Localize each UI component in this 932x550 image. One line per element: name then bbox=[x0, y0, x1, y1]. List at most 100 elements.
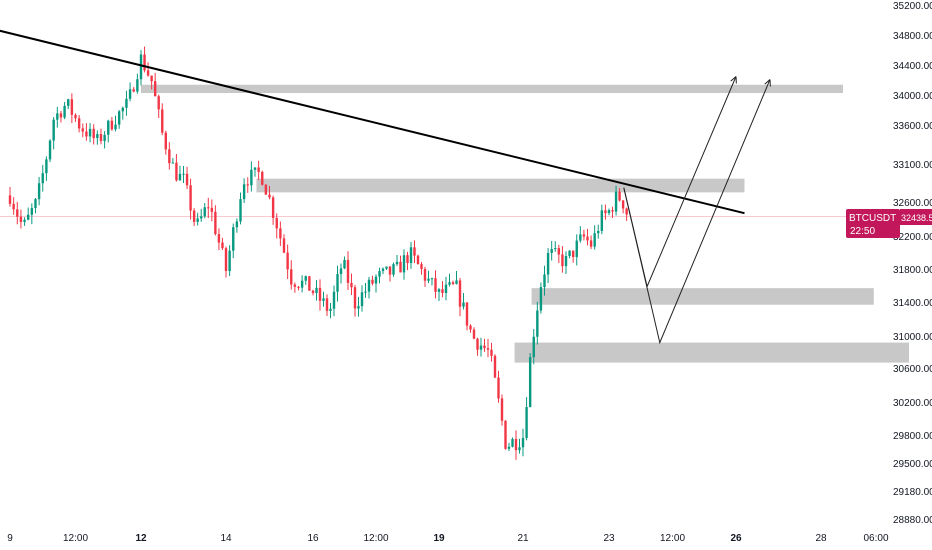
candle-body bbox=[561, 254, 564, 267]
last-price-badge: BTCUSDT 22:50 bbox=[846, 209, 900, 238]
candle-body bbox=[48, 140, 52, 160]
price-tick-label: 35200.00 bbox=[893, 1, 932, 12]
price-tick-label: 29500.00 bbox=[893, 459, 932, 470]
candle-body bbox=[178, 173, 182, 181]
candle-body bbox=[357, 306, 360, 309]
candle-body bbox=[497, 377, 500, 399]
candle-body bbox=[275, 217, 278, 229]
candle-body bbox=[392, 264, 395, 275]
time-tick-label: 06:00 bbox=[863, 533, 888, 544]
candle-body bbox=[582, 234, 586, 237]
candle-body bbox=[395, 261, 399, 265]
candle-body bbox=[161, 109, 164, 133]
candle-body bbox=[110, 120, 114, 130]
candle-body bbox=[360, 292, 364, 307]
candle-body bbox=[550, 249, 553, 254]
candle-body bbox=[586, 236, 589, 241]
candle-body bbox=[92, 128, 95, 139]
price-tick-label: 30600.00 bbox=[893, 364, 932, 375]
candle-body bbox=[568, 250, 571, 257]
candle-body bbox=[557, 248, 561, 255]
projection-path-1 bbox=[623, 79, 771, 345]
time-tick-label: 12:00 bbox=[660, 533, 685, 544]
trendline bbox=[0, 29, 745, 215]
price-tick-label: 34000.00 bbox=[893, 91, 932, 102]
candle-body bbox=[593, 233, 596, 247]
candle-body bbox=[539, 287, 543, 311]
candle-body bbox=[329, 308, 332, 311]
candle-body bbox=[23, 219, 26, 223]
candle-body bbox=[618, 191, 621, 201]
candle-body bbox=[543, 274, 546, 288]
candle-body bbox=[507, 446, 511, 449]
candle-body bbox=[45, 159, 48, 174]
time-tick-label: 12:00 bbox=[363, 533, 388, 544]
candle-body bbox=[96, 134, 99, 139]
candle-body bbox=[189, 185, 192, 211]
candle-body bbox=[336, 274, 339, 292]
candle-body bbox=[339, 268, 343, 275]
candle-body bbox=[153, 81, 157, 97]
candle-body bbox=[217, 234, 221, 243]
time-tick-label: 9 bbox=[7, 533, 13, 544]
candle-body bbox=[146, 70, 150, 76]
price-axis: 35200.00 34800.00 34400.00 34000.00 33600.00… bbox=[893, 1, 932, 526]
candle-body bbox=[128, 89, 132, 99]
price-tick-label: 34800.00 bbox=[893, 31, 932, 42]
candle-body bbox=[271, 197, 275, 218]
candle-body bbox=[81, 128, 84, 132]
candle-body bbox=[143, 54, 146, 71]
time-tick-label: 19 bbox=[433, 533, 445, 544]
price-tick-label: 34400.00 bbox=[893, 61, 932, 72]
time-tick-label: 14 bbox=[220, 533, 232, 544]
candle-body bbox=[409, 247, 413, 264]
candle-body bbox=[444, 284, 448, 294]
candle-body bbox=[434, 278, 437, 292]
candle-body bbox=[228, 250, 231, 271]
candle-body bbox=[350, 282, 353, 288]
candle-body bbox=[52, 119, 55, 141]
candle-body bbox=[182, 173, 185, 175]
symbol-label: BTCUSDT bbox=[849, 213, 896, 224]
candle-body bbox=[210, 207, 214, 212]
candle-body bbox=[493, 355, 497, 378]
time-tick-label: 16 bbox=[307, 533, 319, 544]
candle-body bbox=[579, 234, 582, 241]
candle-body bbox=[381, 268, 385, 272]
candle-body bbox=[406, 255, 409, 264]
candle-body bbox=[472, 329, 476, 339]
candle-body bbox=[185, 173, 189, 186]
candle-body bbox=[37, 183, 41, 200]
candle-body bbox=[479, 345, 483, 350]
candle-body bbox=[311, 290, 315, 294]
candle-body bbox=[423, 268, 427, 281]
candle-body bbox=[625, 208, 628, 215]
candle-body bbox=[374, 276, 378, 284]
candle-body bbox=[293, 284, 297, 287]
candle-body bbox=[525, 407, 528, 439]
candle-body bbox=[420, 264, 423, 269]
candle-body bbox=[136, 79, 139, 92]
candle-body bbox=[224, 248, 228, 271]
candle-body bbox=[448, 282, 451, 285]
candle-body bbox=[388, 266, 392, 275]
candle-body bbox=[371, 279, 374, 284]
candle-body bbox=[318, 287, 322, 301]
last-price-value: 32438.50 bbox=[901, 213, 932, 223]
candle-body bbox=[290, 269, 293, 285]
price-tick-label: 31000.00 bbox=[893, 332, 932, 343]
candle-body bbox=[399, 261, 402, 273]
candle-body bbox=[214, 211, 217, 235]
candle-body bbox=[30, 208, 34, 215]
time-axis: 9 12:00 12 14 16 12:00 19 21 23 12:00 26 28 06:00 bbox=[7, 533, 889, 544]
price-tick-label: 32600.00 bbox=[893, 198, 932, 209]
price-tick-label: 33100.00 bbox=[893, 160, 932, 171]
time-tick-label: 28 bbox=[815, 533, 827, 544]
candle-body bbox=[451, 282, 455, 284]
candle-body bbox=[518, 447, 521, 451]
candle-body bbox=[441, 289, 444, 294]
price-tick-label: 30200.00 bbox=[893, 398, 932, 409]
candle-body bbox=[157, 96, 160, 110]
price-tick-label: 28880.00 bbox=[893, 515, 932, 526]
zone-2 bbox=[531, 288, 874, 305]
